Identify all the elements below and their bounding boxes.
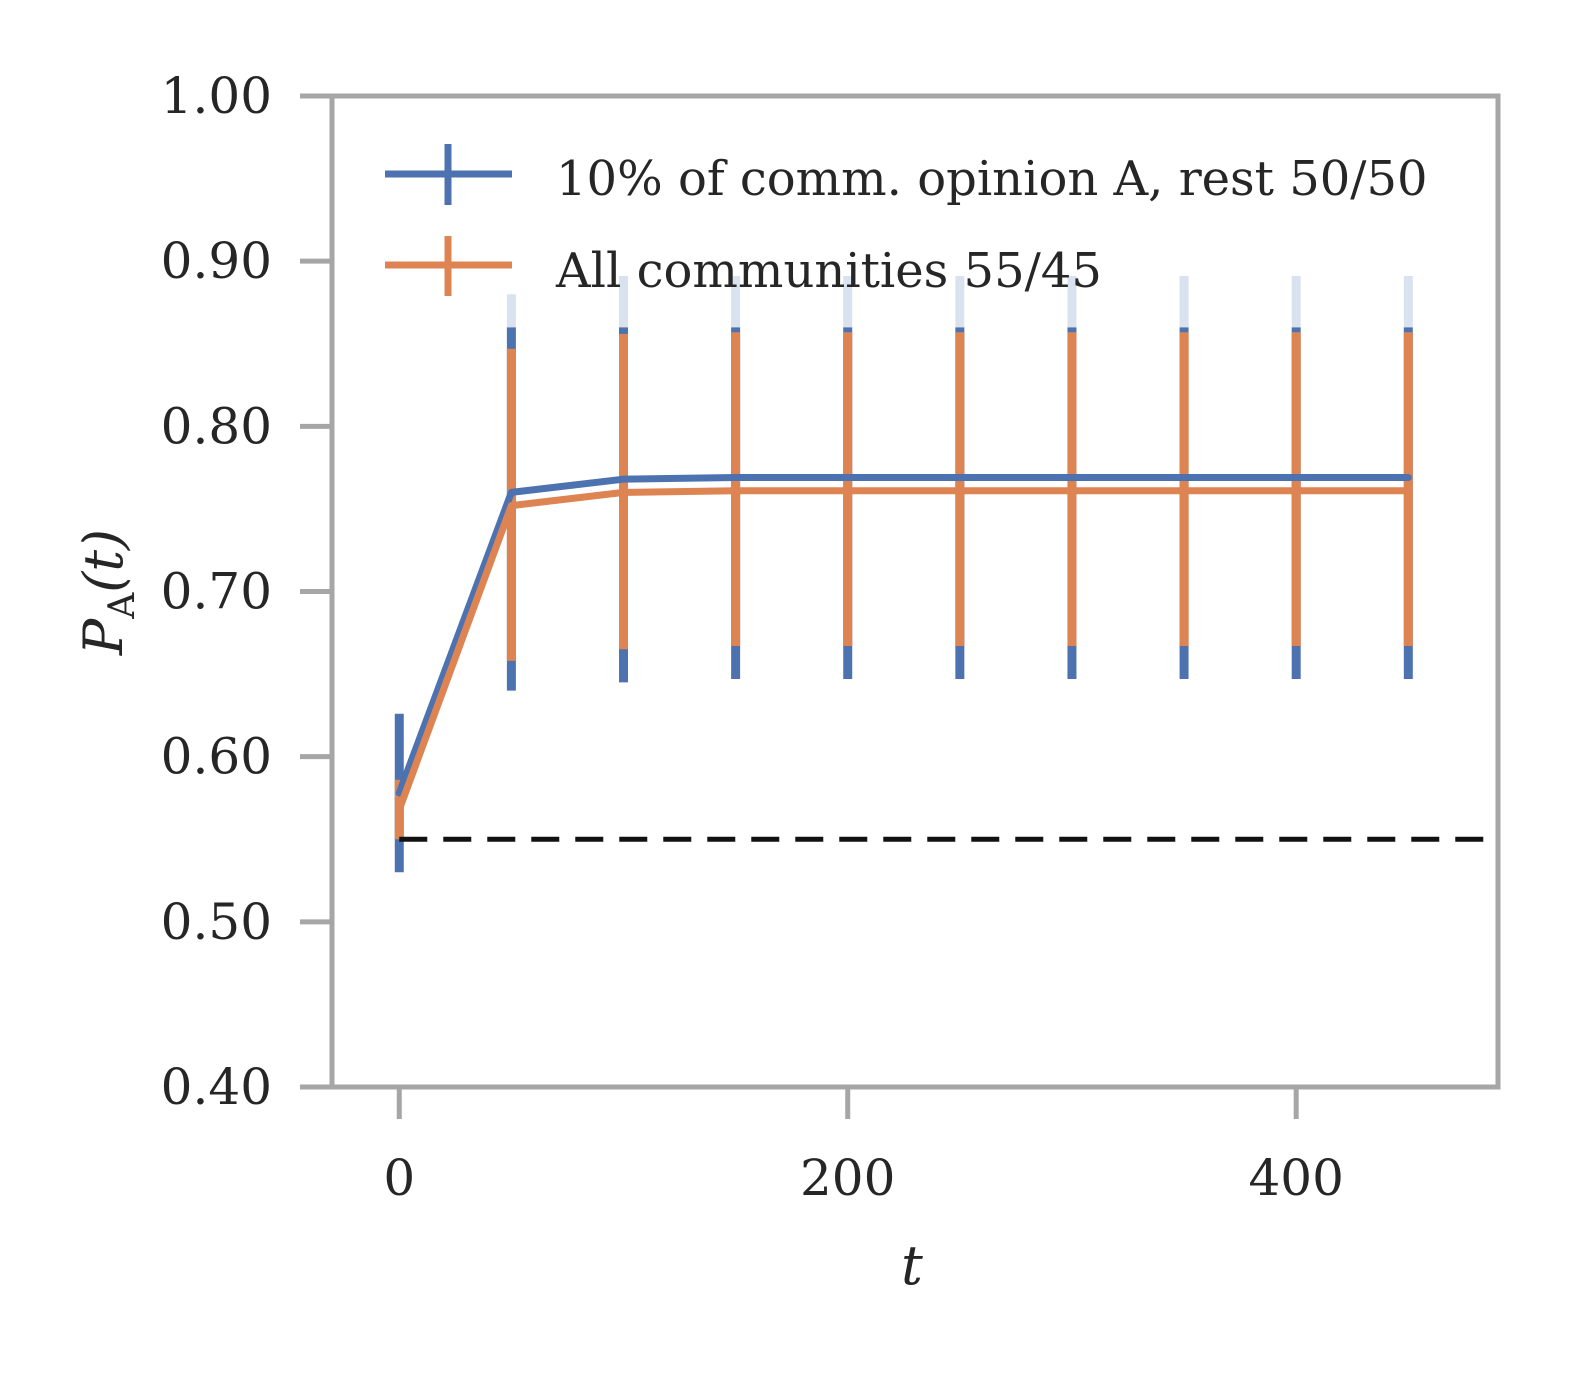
svg-text:PA(t): PA(t) bbox=[72, 529, 143, 656]
legend-entry-0: 10% of comm. opinion A, rest 50/50 bbox=[385, 144, 1428, 207]
series-line-1 bbox=[395, 487, 1412, 814]
y-label-rest: (t) bbox=[72, 529, 135, 593]
legend-label-0: 10% of comm. opinion A, rest 50/50 bbox=[556, 151, 1428, 207]
legend-entry-1: All communities 55/45 bbox=[385, 236, 1102, 299]
y-tick-label-6: 1.00 bbox=[161, 67, 272, 125]
x-axis: 0 200 400 bbox=[383, 1087, 1344, 1207]
y-tick-label-4: 0.80 bbox=[161, 397, 272, 455]
series-line-0 bbox=[395, 474, 1412, 797]
x-tick-label-2: 400 bbox=[1248, 1149, 1343, 1207]
y-tick-label-0: 0.40 bbox=[161, 1058, 272, 1116]
y-tick-label-1: 0.50 bbox=[161, 893, 272, 951]
y-label-main: P bbox=[72, 617, 135, 656]
x-axis-label: t bbox=[901, 1234, 923, 1297]
legend: 10% of comm. opinion A, rest 50/50 All c… bbox=[385, 144, 1428, 299]
y-tick-label-5: 0.90 bbox=[161, 232, 272, 290]
y-tick-label-3: 0.70 bbox=[161, 563, 272, 621]
x-tick-label-0: 0 bbox=[383, 1149, 415, 1207]
x-tick-label-1: 200 bbox=[800, 1149, 895, 1207]
y-label-sub: A bbox=[102, 592, 143, 620]
series-lines bbox=[395, 474, 1412, 814]
y-tick-label-2: 0.60 bbox=[161, 728, 272, 786]
error-bars bbox=[394, 276, 1413, 873]
y-axis: 0.40 0.50 0.60 0.70 0.80 0.90 1.00 bbox=[161, 67, 332, 1116]
legend-label-1: All communities 55/45 bbox=[555, 243, 1102, 299]
y-axis-label: PA(t) bbox=[72, 529, 143, 656]
